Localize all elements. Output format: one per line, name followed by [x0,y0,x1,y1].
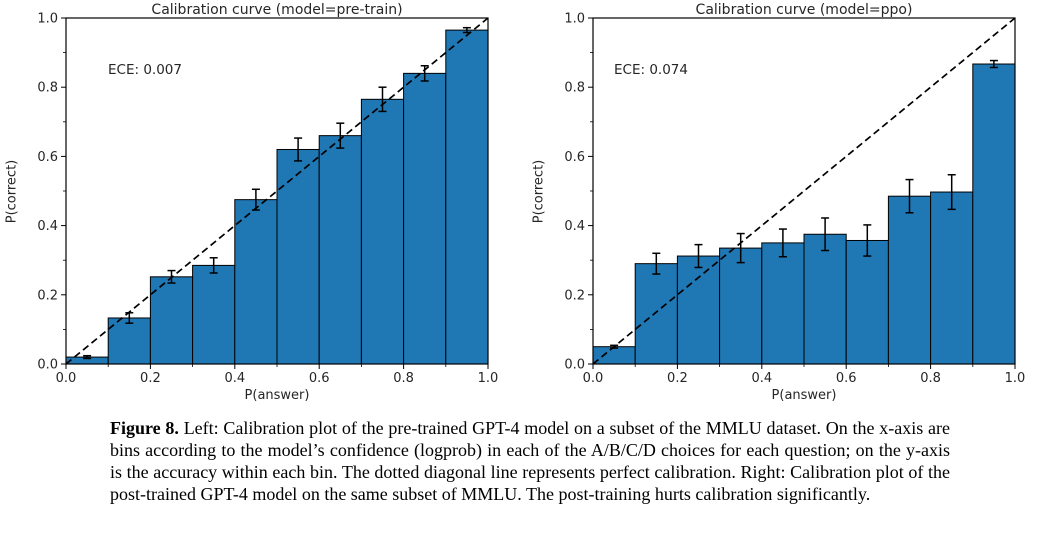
y-tick-label: 0.8 [564,81,585,96]
histogram-bar [761,242,805,365]
histogram-bar [803,233,847,365]
y-tick-label: 0.6 [37,150,58,165]
figure-caption: Figure 8. Left: Calibration plot of the … [110,417,950,505]
calibration-chart-ppo: 0.0 0.0 0.2 0.2 0.4 0.4 0.6 0.6 0.8 0.8 1.0 1.0 Cal… [527,0,1054,412]
x-tick-label: 0.6 [836,371,857,386]
histogram-bar [634,263,678,365]
x-axis-label: P(answer) [771,388,837,403]
y-tick-label: 0.4 [564,219,585,234]
x-tick-label: 0.0 [583,371,604,386]
y-tick-label: 0.0 [37,358,58,373]
histogram-bar [276,148,320,365]
diagonal-reference-line [65,17,489,365]
histogram-bar [592,346,636,365]
y-tick-label: 1.0 [37,12,58,27]
histogram-bar [719,247,763,365]
ece-annotation: ECE: 0.007 [108,62,182,78]
x-tick-label: 0.6 [309,371,330,386]
calibration-chart-ppo-plot: 0.00.0 0.2 0.2 0.4 0.4 0.6 0.6 0.8 0.8 1.0 1.0 [564,12,1026,387]
diagonal-reference-line [592,17,1016,365]
histogram-bar [149,276,194,365]
x-tick-label: 0.2 [667,371,688,386]
figure-caption-label: Figure 8. [110,418,179,438]
histogram-bar [192,264,236,365]
histogram-bar [676,255,721,365]
histogram-bar [107,317,151,365]
x-tick-label: 1.0 [1005,371,1026,386]
y-tick-label: 0.6 [564,150,585,165]
calibration-chart-pretrain-plot: 0.00.0 0.2 0.2 0.4 0.4 0.6 0.6 0.8 0.8 1.0 1.0 [37,12,499,387]
calibration-chart-pretrain: 0.0 0.0 0.2 0.2 0.4 0.4 0.6 0.6 0.8 0.8 1.0 1.0 Cal… [0,0,527,412]
histogram-bar [930,191,974,365]
y-axis-label: P(correct) [4,159,20,224]
x-tick-label: 0.4 [224,371,245,386]
figure-caption-text: Left: Calibration plot of the pre-traine… [110,418,950,504]
histogram-bar [403,72,447,365]
y-tick-label: 1.0 [564,12,585,27]
histogram-bar [318,135,362,365]
histogram-bar [234,199,278,365]
x-tick-label: 0.2 [140,371,161,386]
chart-title: Calibration curve (model=ppo) [695,2,913,18]
y-tick-label: 0.8 [37,81,58,96]
y-tick-label: 0.0 [564,358,585,373]
histogram-bar [845,239,889,365]
histogram-bar [445,29,489,365]
x-axis-label: P(answer) [244,388,310,403]
x-tick-label: 1.0 [478,371,499,386]
histogram-bar [360,98,405,365]
y-tick-label: 0.2 [564,288,585,303]
y-tick-label: 0.2 [37,288,58,303]
x-tick-label: 0.8 [920,371,941,386]
ece-annotation: ECE: 0.074 [614,62,688,78]
x-tick-label: 0.4 [751,371,772,386]
histogram-bar [972,63,1016,365]
y-axis-label: P(correct) [531,159,547,224]
y-tick-label: 0.4 [37,219,58,234]
x-tick-label: 0.0 [56,371,77,386]
chart-title: Calibration curve (model=pre-train) [151,2,403,18]
x-tick-label: 0.8 [393,371,414,386]
histogram-bar [887,195,932,365]
